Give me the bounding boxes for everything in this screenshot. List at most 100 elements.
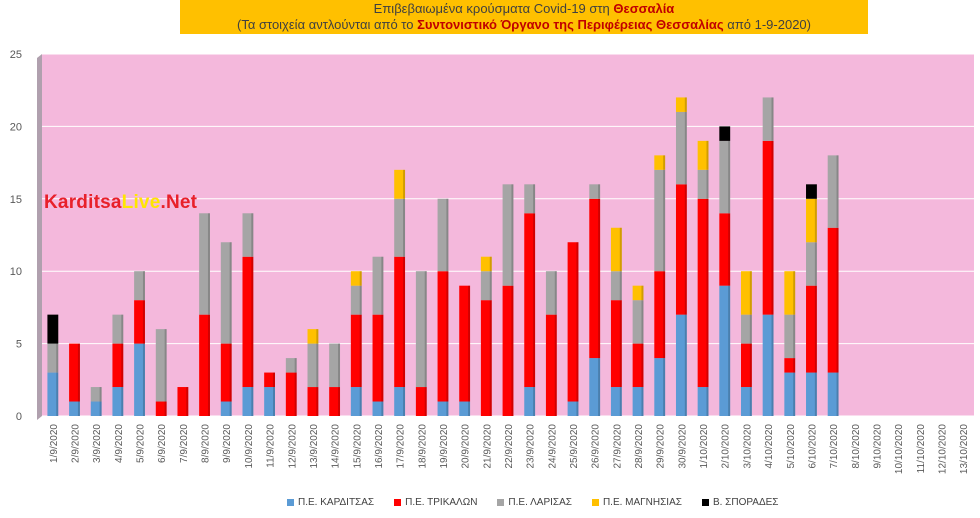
- bar-segment: [654, 169, 666, 272]
- bar-segment-shade: [403, 198, 406, 257]
- bar-segment: [69, 401, 80, 416]
- bar-segment: [632, 387, 644, 416]
- bar-segment-shade: [749, 387, 752, 416]
- bar-segment-shade: [316, 387, 319, 416]
- bar-segment-shade: [424, 271, 427, 388]
- bar-segment-shade: [446, 198, 449, 272]
- bar-segment: [372, 314, 384, 402]
- bar-segment: [437, 198, 449, 272]
- x-tick-label: 8/10/2020: [851, 424, 862, 469]
- x-tick-label: 14/9/2020: [331, 424, 342, 469]
- x-tick-label: 5/9/2020: [136, 424, 147, 463]
- bar-segment: [632, 300, 644, 344]
- bar-segment: [784, 372, 796, 416]
- bar-segment-shade: [381, 256, 384, 315]
- bar-segment: [697, 140, 709, 170]
- bar-segment: [285, 372, 297, 416]
- x-tick-label: 2/10/2020: [721, 424, 732, 469]
- bar-segment-shade: [338, 387, 341, 416]
- x-tick-label: 21/9/2020: [482, 424, 493, 469]
- bar-segment-shade: [294, 358, 297, 373]
- bar-segment-shade: [316, 343, 319, 388]
- bar-segment-shade: [533, 387, 536, 416]
- bar-segment: [220, 343, 232, 402]
- bar-segment-shade: [229, 401, 232, 416]
- bar-segment: [264, 372, 275, 388]
- x-tick-label: 13/10/2020: [959, 424, 970, 474]
- bar-segment-shade: [793, 314, 796, 359]
- bar-segment: [610, 227, 622, 272]
- legend-swatch: [497, 499, 505, 506]
- x-tick-label: 18/9/2020: [417, 424, 428, 469]
- bar-segment: [524, 213, 536, 388]
- legend-swatch: [394, 499, 402, 506]
- bar-segment-shade: [706, 387, 709, 416]
- bar-segment: [329, 343, 341, 388]
- bar-segment-shade: [207, 213, 210, 315]
- bar-segment-shade: [403, 169, 406, 199]
- x-tick-label: 28/9/2020: [634, 424, 645, 469]
- bar-segment: [741, 343, 752, 388]
- legend-label: Π.Ε. ΤΡΙΚΑΛΩΝ: [405, 497, 478, 508]
- x-tick-label: 11/9/2020: [266, 424, 277, 468]
- x-tick-label: 9/9/2020: [222, 424, 233, 463]
- bar-segment: [394, 198, 406, 257]
- legend-item: Π.Ε. ΜΑΓΝΗΣΙΑΣ: [591, 497, 682, 508]
- bar-segment: [806, 372, 817, 416]
- x-tick-label: 11/10/2020: [916, 424, 927, 474]
- bar-segment: [307, 387, 319, 416]
- bar-segment: [827, 155, 839, 228]
- bar-segment-shade: [684, 184, 687, 315]
- bar-segment: [502, 184, 514, 286]
- bar-segment: [112, 343, 124, 388]
- bar-segment: [741, 387, 752, 416]
- bar-segment: [394, 169, 406, 199]
- bar-segment: [307, 329, 319, 344]
- bar-segment-shade: [771, 97, 774, 141]
- bar-segment: [415, 271, 427, 388]
- bar-segment-shade: [771, 140, 774, 315]
- bar-segment: [329, 387, 341, 416]
- x-tick-label: 24/9/2020: [547, 424, 558, 469]
- bar-segment: [394, 256, 406, 388]
- bar-segment: [480, 256, 492, 272]
- bar-segment: [741, 314, 752, 344]
- x-tick-label: 10/9/2020: [244, 424, 255, 469]
- bar-segment: [524, 387, 536, 416]
- bar-segment-shade: [706, 140, 709, 170]
- bar-segment: [827, 227, 839, 373]
- bar-segment: [372, 256, 384, 315]
- legend-label: Π.Ε. ΚΑΡΔΙΤΣΑΣ: [298, 497, 375, 508]
- bar-segment-shade: [619, 387, 622, 416]
- bar-segment: [675, 111, 687, 185]
- bar-segment-shade: [663, 169, 666, 272]
- bar-segment-shade: [554, 314, 557, 416]
- x-tick-label: 22/9/2020: [504, 424, 515, 469]
- bar-segment-shade: [359, 271, 362, 286]
- bar-segment-shade: [533, 213, 536, 388]
- legend-item: Π.Ε. ΚΑΡΔΙΤΣΑΣ: [287, 497, 374, 508]
- bar-segment-shade: [814, 242, 817, 286]
- bar-segment: [719, 126, 731, 141]
- bar-segment-shade: [381, 401, 384, 416]
- bar-segment-shade: [446, 401, 449, 416]
- bar-segment-shade: [251, 213, 254, 257]
- bar-segment: [155, 401, 167, 416]
- bar-segment-shade: [489, 300, 492, 416]
- bar-segment-shade: [814, 198, 817, 243]
- x-tick-label: 29/9/2020: [656, 424, 667, 469]
- bar-segment: [675, 97, 687, 112]
- bar-segment-shade: [619, 227, 622, 272]
- bar-segment: [502, 285, 514, 416]
- x-tick-label: 6/10/2020: [807, 424, 818, 469]
- bar-segment-shade: [836, 227, 839, 373]
- bar-segment-shade: [728, 285, 731, 416]
- bar-segment: [220, 242, 232, 344]
- bar-segment-shade: [489, 256, 492, 272]
- bar-segment: [112, 387, 124, 416]
- bar-segment-shade: [836, 155, 839, 228]
- x-tick-label: 8/9/2020: [201, 424, 212, 463]
- bar-segment-shade: [381, 314, 384, 402]
- title-line1-prefix: Επιβεβαιωμένα κρούσματα Covid-19 στη: [373, 1, 614, 16]
- bar-segment: [437, 271, 449, 402]
